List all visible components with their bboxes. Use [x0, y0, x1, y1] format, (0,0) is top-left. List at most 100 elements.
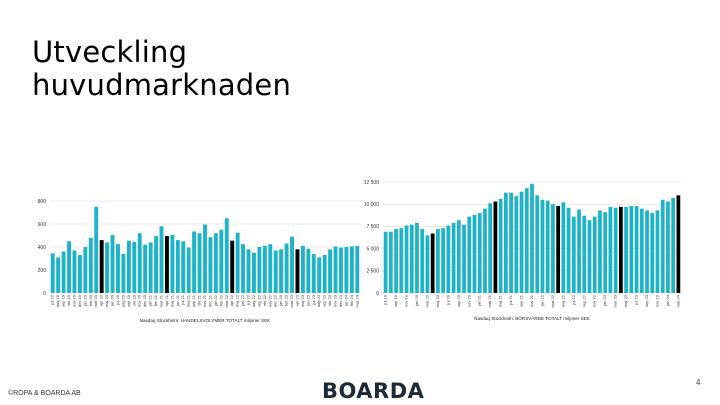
bar: [235, 232, 240, 294]
bar: [137, 233, 142, 293]
bar: [420, 229, 425, 293]
x-tick-label: jan 24: [343, 294, 348, 307]
x-tick-label: maj 21: [498, 294, 503, 307]
bar: [655, 210, 660, 293]
x-tick-label: sep 20: [456, 294, 461, 307]
bar: [164, 236, 169, 293]
copyright-text: ©ROPA & BOARDA AB: [8, 390, 81, 397]
x-tick-label: feb 24: [349, 294, 354, 306]
x-tick-label: jul 19: [50, 294, 55, 305]
bar: [262, 245, 267, 293]
x-tick-label: maj 23: [623, 294, 628, 307]
x-tick-label: okt 23: [327, 294, 332, 306]
bar: [300, 245, 305, 293]
page-number: 4: [696, 378, 701, 387]
x-tick-label: jan 23: [278, 294, 283, 307]
bar: [634, 205, 639, 293]
bar: [535, 195, 540, 293]
bar: [284, 243, 289, 293]
bar: [132, 241, 137, 293]
bar: [203, 224, 207, 293]
x-tick-label: jul 23: [311, 294, 316, 305]
bar: [577, 209, 581, 293]
x-tick-label: sep 23: [644, 294, 649, 307]
bar: [317, 257, 322, 293]
x-tick-label: jan 20: [82, 294, 87, 307]
bar: [530, 183, 534, 293]
bar: [72, 250, 77, 293]
bar: [493, 201, 498, 293]
chart-caption: Nasdaq Stockholm: BÖRSVÄRDE TOTALT miljo…: [474, 315, 591, 321]
bar: [322, 255, 327, 293]
bar: [587, 220, 592, 293]
bar: [436, 229, 440, 293]
title-line-2: huvudmarknaden: [32, 68, 292, 102]
x-tick-label: jan 23: [602, 294, 607, 307]
x-tick-label: feb 22: [218, 294, 223, 306]
bar: [571, 216, 576, 293]
x-tick-label: maj 22: [235, 294, 240, 307]
x-tick-label: mar 20: [424, 294, 429, 307]
x-tick-label: apr 21: [164, 294, 169, 306]
x-tick-label: maj 23: [300, 294, 305, 307]
bar: [603, 212, 608, 293]
bar: [613, 207, 618, 293]
bar: [524, 188, 529, 293]
bar: [503, 192, 508, 293]
boarda-logo: BOARDA: [322, 379, 425, 403]
bar: [519, 191, 524, 293]
bar: [61, 251, 66, 293]
bar: [197, 233, 202, 293]
bar: [94, 206, 99, 293]
bar: [425, 235, 430, 293]
x-tick-label: dec 21: [207, 294, 212, 307]
bar: [56, 257, 61, 293]
bar: [295, 249, 300, 293]
bar: [592, 216, 597, 293]
bar: [598, 210, 602, 293]
y-tick-label: 800: [38, 199, 47, 205]
bar: [388, 231, 393, 293]
bar: [88, 237, 93, 293]
x-tick-label: maj 20: [435, 294, 440, 307]
bar: [645, 210, 649, 293]
x-tick-label: jun 22: [240, 294, 245, 307]
x-tick-label: nov 22: [592, 294, 597, 307]
bar: [483, 208, 487, 293]
bar: [629, 205, 634, 293]
bar: [186, 247, 191, 293]
x-tick-label: mar 20: [93, 294, 98, 307]
bar: [241, 244, 246, 294]
x-tick-label: okt 20: [131, 294, 136, 306]
bar: [143, 244, 148, 293]
x-tick-label: dec 23: [338, 294, 343, 307]
bar: [556, 205, 561, 293]
y-tick-label: 10 000: [364, 202, 380, 208]
x-tick-label: apr 20: [99, 294, 104, 306]
bar: [311, 253, 316, 293]
x-tick-label: aug 20: [120, 294, 125, 307]
x-tick-label: sep 19: [393, 294, 398, 307]
y-tick-label: 200: [38, 268, 47, 274]
bar: [213, 233, 218, 293]
bar: [105, 242, 110, 293]
x-tick-label: sep 20: [126, 294, 131, 307]
x-tick-label: jul 22: [571, 294, 576, 305]
x-tick-label: jan 22: [213, 294, 218, 307]
bar: [472, 214, 477, 293]
bar: [415, 222, 419, 293]
y-tick-label: 0: [376, 291, 379, 297]
x-tick-label: feb 23: [284, 294, 289, 306]
bar: [545, 200, 550, 293]
x-tick-label: jun 23: [305, 294, 310, 307]
x-tick-label: jul 20: [115, 294, 120, 305]
bar: [306, 248, 311, 293]
bar: [462, 224, 466, 293]
x-tick-label: okt 19: [66, 294, 71, 306]
bar: [208, 237, 213, 293]
bar: [344, 247, 349, 293]
x-tick-label: nov 23: [654, 294, 659, 307]
x-tick-label: jul 23: [634, 294, 639, 305]
bar: [170, 234, 175, 293]
bar: [257, 247, 262, 293]
